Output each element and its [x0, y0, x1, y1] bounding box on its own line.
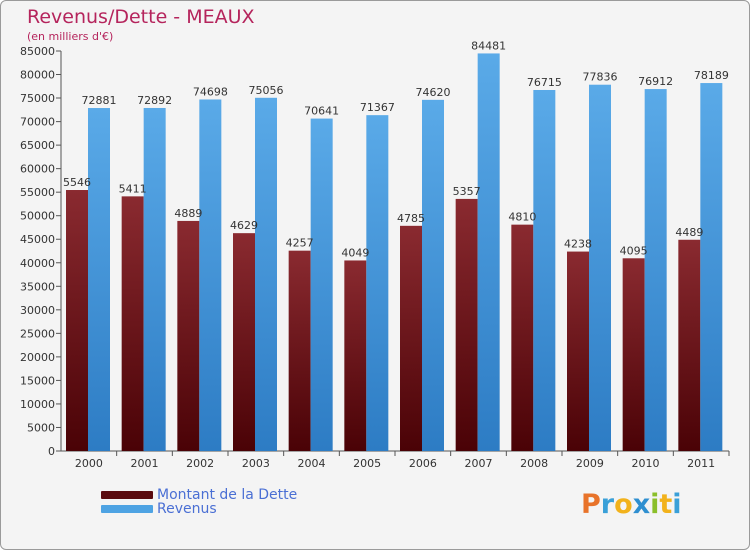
bar-revenus — [589, 84, 611, 451]
y-tick-label: 70000 — [20, 116, 55, 129]
x-tick-label: 2011 — [687, 457, 715, 470]
bar-dette — [121, 196, 144, 451]
bar-revenus — [700, 83, 723, 452]
chart-unit-label: (en milliers d'€) — [27, 30, 114, 43]
data-label-revenus: 76715 — [527, 76, 562, 89]
bar-dette — [66, 190, 88, 451]
data-label-revenus: 74620 — [416, 86, 451, 99]
bar-revenus — [255, 97, 277, 452]
y-tick-label: 75000 — [20, 92, 55, 105]
logo-letter: P — [581, 489, 601, 520]
logo-letter: x — [632, 489, 651, 520]
y-tick-label: 80000 — [20, 69, 55, 82]
y-tick-label: 60000 — [20, 163, 55, 176]
logo-letter: i — [650, 489, 660, 520]
y-tick-label: 45000 — [20, 233, 55, 246]
data-label-revenus: 75056 — [249, 84, 284, 97]
data-label-revenus: 76912 — [638, 75, 673, 88]
bar-revenus — [199, 99, 222, 451]
y-tick-label: 55000 — [20, 186, 55, 199]
y-tick-label: 30000 — [20, 304, 55, 317]
data-label-dette: 4785 — [397, 212, 425, 225]
data-label-dette: 5546 — [63, 176, 91, 189]
bar-dette — [567, 251, 589, 451]
logo-letter: r — [600, 489, 615, 520]
bar-revenus — [310, 118, 333, 451]
bar-revenus — [143, 107, 166, 451]
bar-revenus — [366, 115, 389, 451]
y-tick-label: 10000 — [20, 398, 55, 411]
logo-letter: o — [614, 489, 633, 520]
bar-revenus — [644, 89, 667, 451]
y-tick-label: 15000 — [20, 374, 55, 387]
bar-dette — [511, 224, 534, 451]
legend-label-dette: Montant de la Dette — [157, 487, 298, 503]
bar-dette — [344, 260, 367, 451]
legend-item-revenus: Revenus — [101, 501, 217, 517]
y-tick-label: 35000 — [20, 280, 55, 293]
data-label-dette: 4095 — [620, 244, 648, 257]
data-label-dette: 4257 — [286, 237, 314, 250]
bar-revenus — [422, 99, 444, 452]
x-tick-label: 2004 — [298, 457, 326, 470]
y-tick-label: 85000 — [20, 45, 55, 58]
y-tick-label: 50000 — [20, 210, 55, 223]
x-tick-label: 2005 — [353, 457, 381, 470]
y-tick-label: 65000 — [20, 139, 55, 152]
bar-dette — [400, 225, 422, 451]
chart-title: Revenus/Dette - MEAUX — [27, 6, 255, 28]
x-tick-label: 2000 — [75, 457, 103, 470]
data-label-dette: 4889 — [174, 207, 202, 220]
x-tick-label: 2003 — [242, 457, 270, 470]
bar-dette — [622, 258, 645, 451]
data-label-dette: 4489 — [675, 226, 703, 239]
data-label-dette: 4049 — [341, 246, 369, 259]
x-tick-label: 2008 — [520, 457, 548, 470]
x-tick-label: 2002 — [186, 457, 214, 470]
legend-swatch-revenus — [101, 505, 153, 513]
x-tick-label: 2006 — [409, 457, 437, 470]
data-label-revenus: 84481 — [471, 39, 506, 52]
x-tick-label: 2007 — [465, 457, 493, 470]
data-label-dette: 5411 — [119, 182, 147, 195]
bar-revenus — [477, 53, 500, 451]
x-tick-label: 2010 — [632, 457, 660, 470]
data-label-revenus: 74698 — [193, 85, 228, 98]
y-tick-label: 20000 — [20, 351, 55, 364]
bar-dette — [678, 239, 701, 451]
data-label-revenus: 78189 — [694, 69, 729, 82]
data-label-dette: 5357 — [453, 185, 481, 198]
logo-letter: t — [659, 489, 673, 520]
data-label-dette: 4238 — [564, 238, 592, 251]
y-tick-label: 40000 — [20, 257, 55, 270]
logo-letter: i — [672, 489, 682, 520]
bar-dette — [455, 198, 478, 451]
data-label-dette: 4810 — [508, 211, 536, 224]
proxiti-logo: Proxiti — [581, 489, 682, 520]
bar-dette — [177, 220, 200, 451]
data-label-revenus: 72892 — [137, 94, 172, 107]
bar-revenus — [88, 108, 110, 452]
y-tick-label: 25000 — [20, 327, 55, 340]
y-tick-label: 0 — [48, 445, 55, 458]
x-tick-label: 2001 — [131, 457, 159, 470]
legend-label-revenus: Revenus — [157, 501, 217, 517]
y-tick-label: 5000 — [27, 421, 55, 434]
x-tick-label: 2009 — [576, 457, 604, 470]
bar-dette — [233, 233, 255, 451]
data-label-revenus: 77836 — [583, 71, 618, 84]
data-label-revenus: 71367 — [360, 101, 395, 114]
bar-revenus — [533, 89, 556, 452]
legend-item-dette: Montant de la Dette — [101, 487, 297, 503]
data-label-revenus: 70641 — [304, 105, 339, 118]
data-label-revenus: 72881 — [82, 94, 117, 107]
bar-dette — [288, 250, 311, 451]
legend-swatch-dette — [101, 491, 153, 499]
data-label-dette: 4629 — [230, 219, 258, 232]
